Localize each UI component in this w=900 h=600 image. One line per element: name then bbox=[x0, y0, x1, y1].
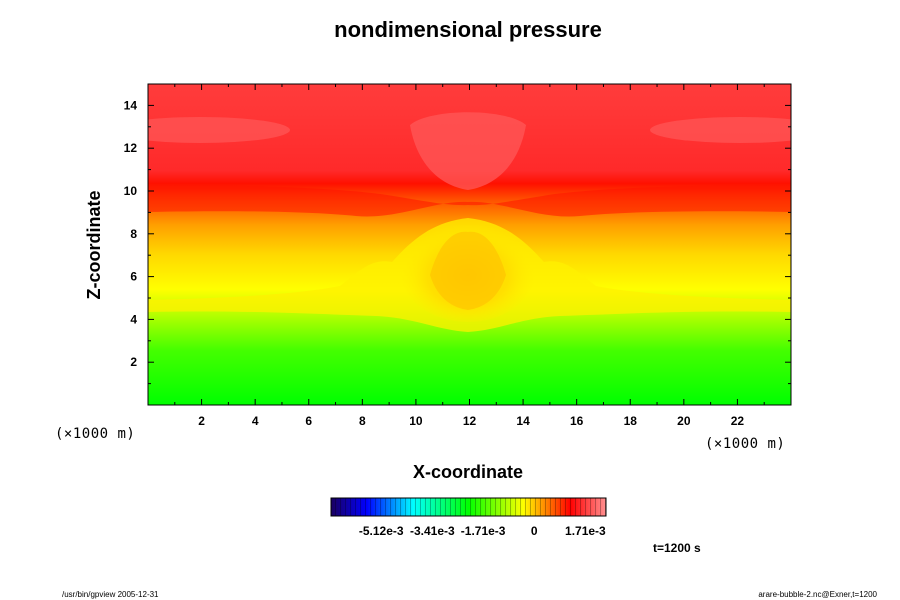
colorbar-label: -1.71e-3 bbox=[461, 524, 506, 538]
y-tick-label: 14 bbox=[124, 98, 138, 112]
x-axis-unit-left: (×1000 m) bbox=[55, 426, 135, 442]
y-tick-label: 8 bbox=[130, 227, 137, 241]
upper-right-lobe bbox=[650, 117, 791, 143]
bubble-inner-core bbox=[430, 231, 506, 310]
x-axis-label: X-coordinate bbox=[413, 462, 523, 482]
footer-right: arare-bubble-2.nc@Exner,t=1200 bbox=[758, 590, 877, 599]
y-axis-label: Z-coordinate bbox=[84, 190, 104, 299]
upper-pressure-cap bbox=[410, 112, 526, 190]
x-axis-ticks: 2 4 6 8 10 12 14 16 18 20 22 bbox=[174, 84, 765, 428]
colorbar-labels: -5.12e-3 -3.41e-3 -1.71e-3 0 1.71e-3 bbox=[359, 524, 606, 538]
y-tick-label: 6 bbox=[130, 270, 137, 284]
x-tick-label: 16 bbox=[570, 414, 584, 428]
x-tick-label: 8 bbox=[359, 414, 366, 428]
x-tick-label: 18 bbox=[624, 414, 638, 428]
y-axis-ticks: 2 4 6 8 10 12 14 bbox=[124, 98, 791, 385]
x-tick-label: 4 bbox=[252, 414, 259, 428]
y-tick-label: 12 bbox=[124, 141, 138, 155]
colorbar-frame bbox=[330, 497, 607, 517]
x-tick-label: 10 bbox=[409, 414, 423, 428]
high-pressure-band bbox=[148, 185, 791, 217]
x-axis-unit-right: (×1000 m) bbox=[705, 436, 785, 452]
colorbar-label: -5.12e-3 bbox=[359, 524, 404, 538]
chart-title: nondimensional pressure bbox=[334, 17, 602, 42]
upper-left-lobe bbox=[148, 117, 290, 143]
x-tick-label: 20 bbox=[677, 414, 691, 428]
x-tick-label: 12 bbox=[463, 414, 477, 428]
x-tick-label: 22 bbox=[731, 414, 745, 428]
x-tick-label: 6 bbox=[305, 414, 312, 428]
colorbar-label: 1.71e-3 bbox=[565, 524, 606, 538]
footer-left: /usr/bin/gpview 2005-12-31 bbox=[62, 590, 159, 599]
colorbar-divisions bbox=[331, 498, 606, 516]
colorbar-label: 0 bbox=[531, 524, 538, 538]
colorbar: -5.12e-3 -3.41e-3 -1.71e-3 0 1.71e-3 bbox=[330, 497, 607, 538]
y-tick-label: 4 bbox=[130, 312, 137, 326]
y-tick-label: 10 bbox=[124, 184, 138, 198]
contour-field bbox=[148, 84, 791, 405]
x-tick-label: 2 bbox=[198, 414, 205, 428]
colorbar-label: -3.41e-3 bbox=[410, 524, 455, 538]
x-tick-label: 14 bbox=[516, 414, 530, 428]
y-tick-label: 2 bbox=[130, 355, 137, 369]
time-label: t=1200 s bbox=[653, 541, 701, 555]
